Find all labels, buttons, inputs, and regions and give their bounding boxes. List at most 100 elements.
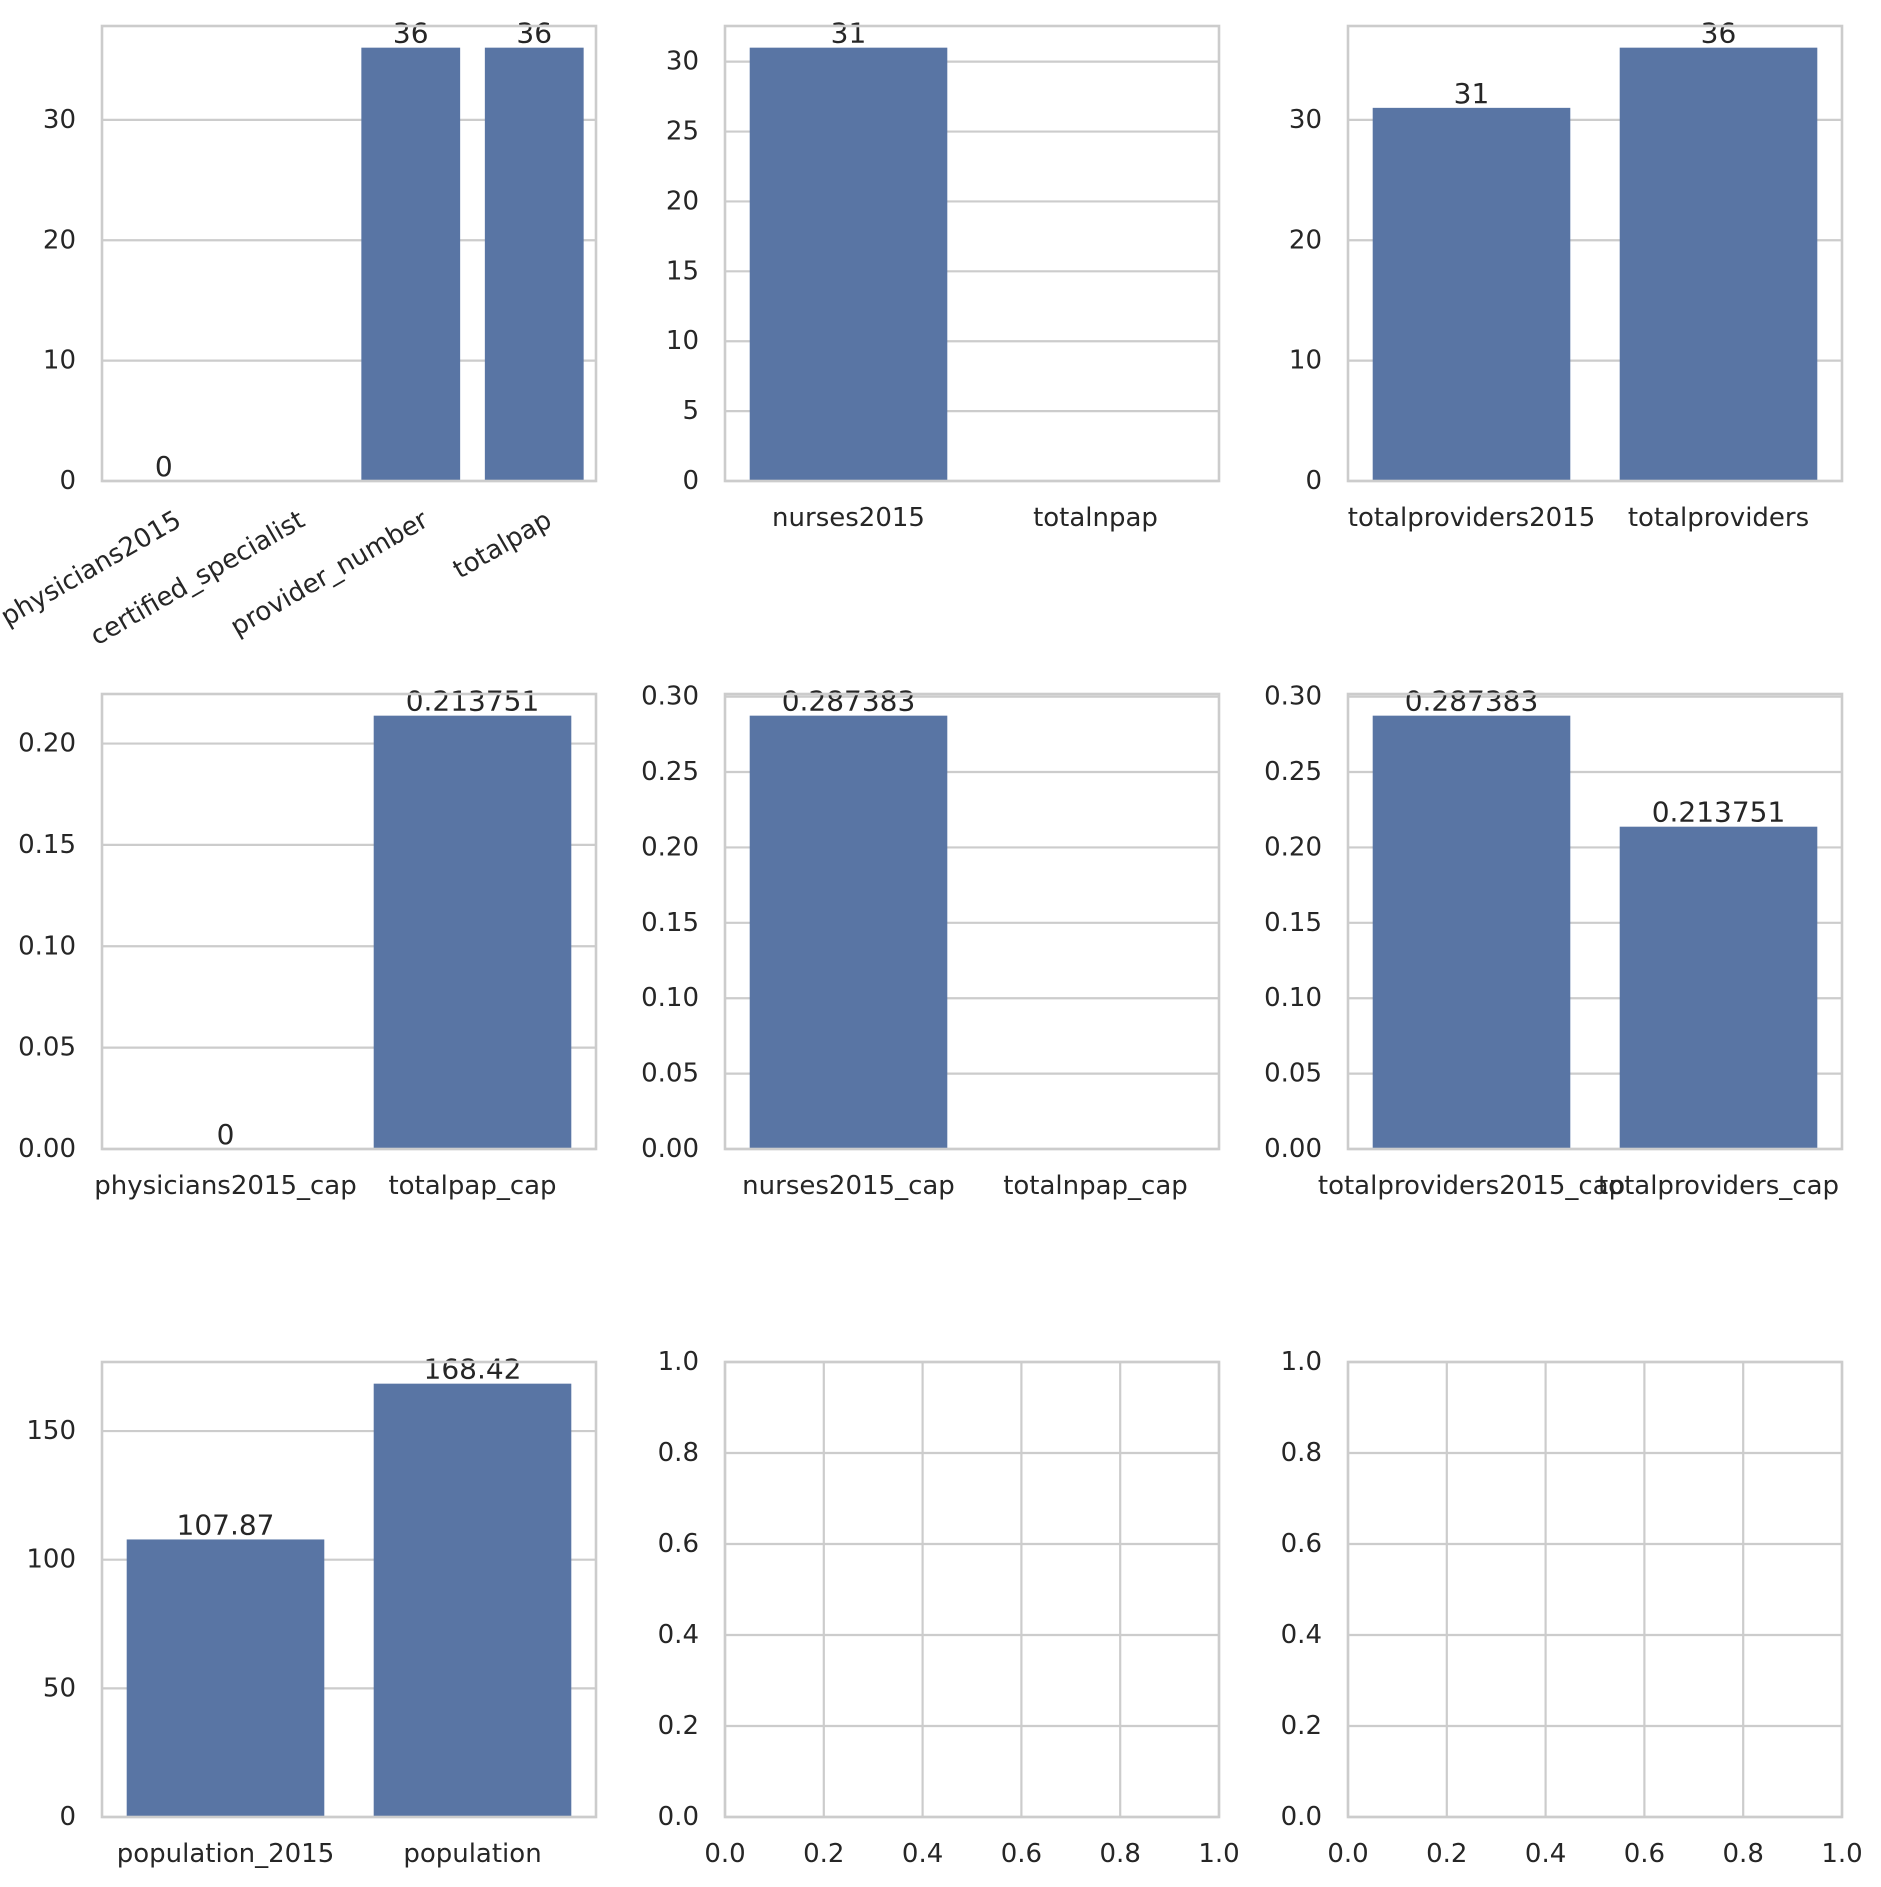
x-tick-label: 1.0 — [1821, 1839, 1862, 1869]
bar-value-label: 31 — [1454, 77, 1490, 110]
y-tick-label: 0.2 — [1281, 1711, 1322, 1741]
subplot-9: 0.0 0.2 0.4 0.6 0.8 1.0 0.0 0.2 0.4 0.6 0.8 1.0 — [1281, 1347, 1863, 1869]
y-tick-label: 50 — [43, 1673, 76, 1703]
y-tick-label: 0.25 — [1264, 757, 1322, 787]
y-tick-label: 0.4 — [658, 1620, 699, 1650]
x-tick-label: 0.0 — [1327, 1839, 1368, 1869]
subplot-8: 0.0 0.2 0.4 0.6 0.8 1.0 0.0 0.2 0.4 0.6 0.8 1.0 — [658, 1347, 1240, 1869]
x-tick-label: nurses2015_cap — [742, 1171, 955, 1201]
x-tick-label: 0.0 — [704, 1839, 745, 1869]
y-tick-label: 0.20 — [641, 832, 699, 862]
y-tick-label: 0.4 — [1281, 1620, 1322, 1650]
x-tick-label: 0.8 — [1100, 1839, 1141, 1869]
bar — [1619, 826, 1818, 1149]
x-tick-label: 0.6 — [1001, 1839, 1042, 1869]
subplot-7: 0 50 100 150 107.87 population_2015 168.42 popu… — [26, 1353, 598, 1869]
bar-value-label: 31 — [831, 17, 867, 50]
bar-value-label: 0 — [155, 450, 173, 483]
y-tick-label: 0.10 — [18, 931, 76, 961]
bar — [373, 715, 572, 1149]
y-tick-label: 5 — [682, 396, 699, 426]
bar — [484, 47, 584, 482]
x-tick-label: 0.4 — [902, 1839, 943, 1869]
x-tick-label: 0.6 — [1624, 1839, 1665, 1869]
y-tick-label: 20 — [43, 225, 76, 255]
y-tick-label: 100 — [26, 1545, 76, 1575]
y-tick-label: 0.2 — [658, 1711, 699, 1741]
bar — [1619, 47, 1818, 482]
y-tick-label: 0.00 — [641, 1134, 699, 1164]
bar-value-label: 0.287383 — [1405, 685, 1539, 718]
axes-frame — [723, 692, 1221, 1151]
bar-value-label: 36 — [516, 17, 552, 50]
x-tick-label: 0.8 — [1723, 1839, 1764, 1869]
axes-frame — [100, 24, 598, 483]
y-tick-label: 0.0 — [658, 1802, 699, 1832]
y-tick-label: 30 — [43, 105, 76, 135]
bar-value-label: 0.213751 — [406, 685, 540, 718]
y-tick-label: 0.05 — [1264, 1059, 1322, 1089]
y-tick-label: 10 — [1289, 346, 1322, 376]
subplot-6: 0.00 0.05 0.10 0.15 0.20 0.25 0.30 0.287383 tota… — [1264, 682, 1844, 1201]
y-tick-label: 0.6 — [1281, 1529, 1322, 1559]
x-tick-label: totalpap_cap — [388, 1171, 556, 1201]
y-tick-label: 0.00 — [18, 1134, 76, 1164]
y-tick-label: 0.15 — [1264, 908, 1322, 938]
y-tick-label: 25 — [666, 117, 699, 147]
y-tick-label: 0.20 — [18, 729, 76, 759]
axes-frame — [100, 692, 598, 1151]
y-tick-label: 150 — [26, 1416, 76, 1446]
y-tick-label: 1.0 — [1281, 1347, 1322, 1377]
y-tick-label: 30 — [1289, 105, 1322, 135]
bar — [126, 1539, 325, 1817]
y-tick-label: 0.05 — [641, 1059, 699, 1089]
bar-value-label: 0.287383 — [782, 685, 916, 718]
y-tick-label: 30 — [666, 47, 699, 77]
y-tick-label: 0.10 — [1264, 983, 1322, 1013]
y-tick-label: 0.20 — [1264, 832, 1322, 862]
y-tick-label: 15 — [666, 256, 699, 286]
x-tick-label: population — [403, 1839, 541, 1869]
y-tick-label: 0 — [59, 466, 76, 496]
y-tick-label: 0.8 — [1281, 1438, 1322, 1468]
subplot-4: 0.00 0.05 0.10 0.15 0.20 0 physicians2015_cap 0… — [18, 685, 598, 1201]
bar — [1372, 107, 1571, 481]
axes-frame — [1346, 24, 1844, 483]
bar-value-label: 168.42 — [424, 1353, 522, 1386]
y-tick-label: 0.8 — [658, 1438, 699, 1468]
y-tick-label: 0.15 — [641, 908, 699, 938]
subplot-3: 0 10 20 30 31 totalproviders2015 36 totalprovid… — [1289, 17, 1844, 533]
bar — [749, 715, 948, 1149]
axes-frame — [100, 1360, 598, 1819]
y-tick-label: 0 — [682, 466, 699, 496]
x-tick-label: 0.2 — [803, 1839, 844, 1869]
bar-value-label: 0 — [217, 1118, 235, 1151]
axes-frame — [1346, 1360, 1844, 1819]
y-tick-label: 0.30 — [1264, 682, 1322, 712]
subplot-5: 0.00 0.05 0.10 0.15 0.20 0.25 0.30 0.287383 nurs… — [641, 682, 1221, 1201]
y-tick-label: 0.00 — [1264, 1134, 1322, 1164]
x-tick-label: totalproviders_cap — [1598, 1171, 1839, 1201]
x-tick-label: population_2015 — [117, 1839, 335, 1869]
y-tick-label: 1.0 — [658, 1347, 699, 1377]
axes-frame — [723, 24, 1221, 483]
y-tick-label: 0.0 — [1281, 1802, 1322, 1832]
bar — [749, 47, 948, 482]
y-tick-label: 0.6 — [658, 1529, 699, 1559]
x-tick-label: 1.0 — [1198, 1839, 1239, 1869]
bar — [373, 1383, 572, 1817]
axes-frame — [1346, 692, 1844, 1151]
x-tick-label: nurses2015 — [772, 503, 925, 533]
y-tick-label: 0 — [59, 1802, 76, 1832]
bar-value-label: 0.213751 — [1652, 796, 1786, 829]
x-tick-label: totalproviders2015 — [1348, 503, 1596, 533]
bar-value-label: 107.87 — [177, 1508, 275, 1541]
y-tick-label: 0.10 — [641, 983, 699, 1013]
x-tick-label: totalproviders — [1628, 503, 1809, 533]
x-tick-label: 0.2 — [1426, 1839, 1467, 1869]
bar — [1372, 715, 1571, 1149]
y-tick-label: 0 — [1305, 466, 1322, 496]
y-tick-label: 0.15 — [18, 830, 76, 860]
bar — [361, 47, 461, 482]
